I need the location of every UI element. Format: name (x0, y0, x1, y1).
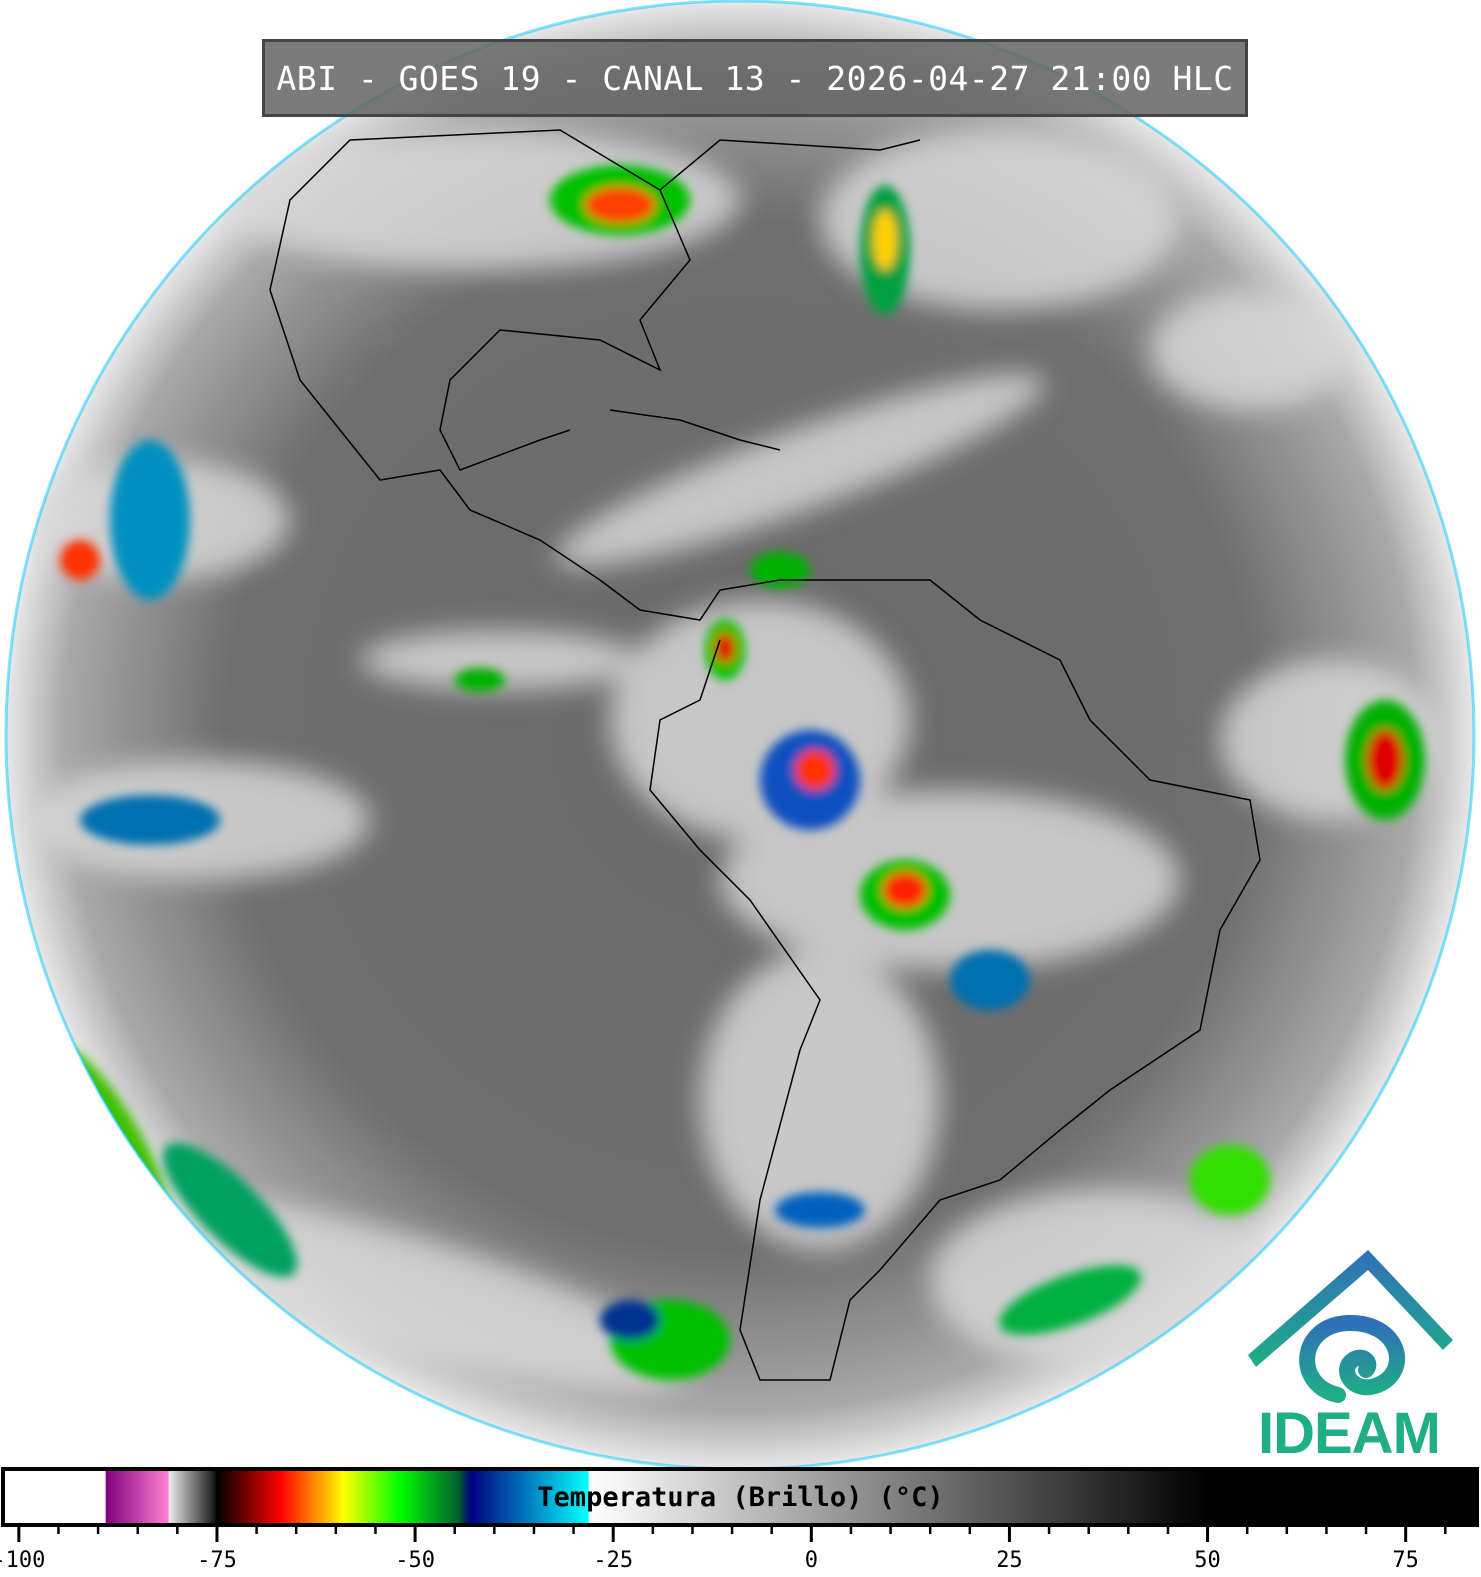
satellite-full-disk-image (4, 0, 1476, 1470)
tick-label: 0 (805, 1548, 818, 1573)
colorbar-label: Temperatura (Brillo) (°C) (537, 1482, 944, 1513)
tick-label: 50 (1194, 1548, 1221, 1573)
tick-label: 75 (1392, 1548, 1419, 1573)
colorbar-fill (1, 1467, 1479, 1527)
coastlines (269, 129, 1261, 1381)
tick-label: 25 (996, 1548, 1023, 1573)
convection-cells (49, 165, 1425, 1380)
cloud-layer (30, 129, 1440, 1392)
tick-label: -100 (0, 1548, 45, 1573)
tick-label: -75 (197, 1548, 237, 1573)
tick-label: -50 (395, 1548, 435, 1573)
temperature-colorbar: -100 -75 -50 -25 0 25 50 75 (0, 1467, 1479, 1573)
ideam-logo (1248, 1250, 1453, 1403)
ideam-logo-text: IDEAM (1258, 1401, 1441, 1466)
image-title: ABI - GOES 19 - CANAL 13 - 2026-04-27 21… (262, 39, 1248, 117)
tick-label: -25 (593, 1548, 633, 1573)
colorbar-ticks: -100 -75 -50 -25 0 25 50 75 (0, 1527, 1447, 1573)
